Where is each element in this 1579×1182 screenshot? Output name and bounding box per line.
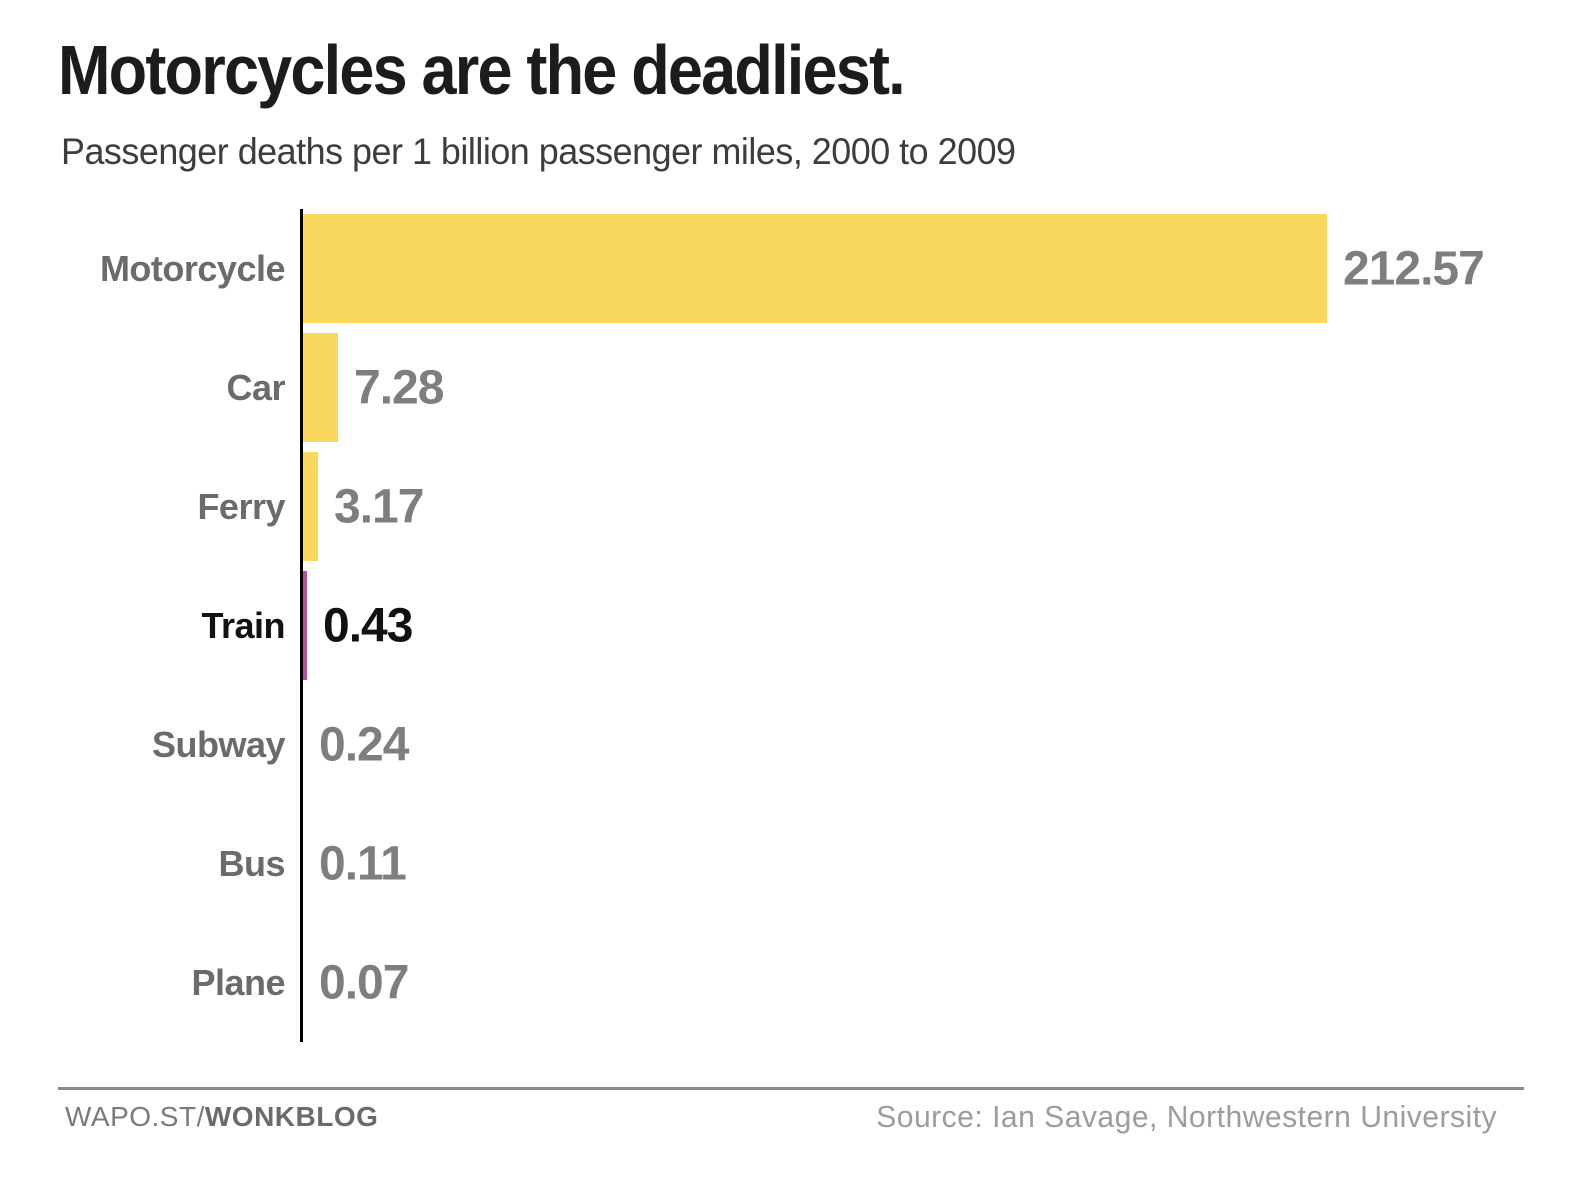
wonkblog-credit-regular: WAPO.ST/ [65, 1101, 205, 1132]
chart-rows: Motorcycle 212.57 Car 7.28 Ferry 3.17 Train 0.4… [0, 209, 1579, 1042]
bar [303, 452, 319, 561]
value-label: 7.28 [354, 361, 444, 414]
chart-row: Subway 0.24 [0, 685, 1579, 804]
wonkblog-credit-bold: WONKBLOG [204, 1101, 379, 1132]
chart-row: Car 7.28 [0, 328, 1579, 447]
value-label: 0.24 [319, 718, 409, 771]
value-label: 0.07 [319, 956, 409, 1009]
chart-row: Bus 0.11 [0, 804, 1579, 923]
value-label: 0.43 [323, 599, 413, 652]
source-credit: Source: Ian Savage, Northwestern Univers… [876, 1099, 1497, 1134]
category-label: Car [226, 366, 285, 408]
bar [303, 333, 339, 442]
bar [303, 571, 307, 680]
value-label: 3.17 [334, 480, 424, 533]
chart-row: Train 0.43 [0, 566, 1579, 685]
bar [303, 214, 1327, 323]
wonkblog-credit: WAPO.ST/WONKBLOG [65, 1101, 378, 1133]
value-label: 212.57 [1343, 242, 1485, 295]
bar-chart: Motorcycle 212.57 Car 7.28 Ferry 3.17 Train 0.4… [0, 209, 1579, 1042]
chart-subtitle: Passenger deaths per 1 billion passenger… [61, 131, 1016, 172]
category-label: Subway [151, 723, 286, 765]
category-label: Train [201, 604, 285, 646]
value-label: 0.11 [319, 837, 407, 890]
chart-row: Motorcycle 212.57 [0, 209, 1579, 328]
category-label: Ferry [197, 485, 285, 527]
chart-row: Ferry 3.17 [0, 447, 1579, 566]
chart-title: Motorcycles are the deadliest. [58, 31, 906, 109]
category-label: Plane [191, 961, 285, 1003]
chart-row: Plane 0.07 [0, 923, 1579, 1042]
category-label: Bus [218, 842, 285, 884]
category-label: Motorcycle [99, 247, 286, 289]
y-axis-line [300, 209, 303, 1042]
footer-divider [58, 1087, 1524, 1090]
